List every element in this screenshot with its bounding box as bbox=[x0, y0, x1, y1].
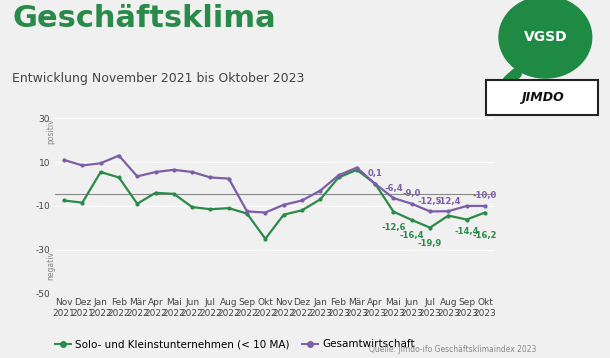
Text: 0,1: 0,1 bbox=[368, 169, 382, 178]
Circle shape bbox=[499, 0, 592, 78]
Text: -16,2: -16,2 bbox=[473, 231, 497, 240]
FancyArrowPatch shape bbox=[508, 73, 517, 81]
Text: positiv: positiv bbox=[46, 118, 55, 144]
Legend: Solo- und Kleinstunternehmen (< 10 MA), Gesamtwirtschaft: Solo- und Kleinstunternehmen (< 10 MA), … bbox=[51, 335, 419, 353]
Text: JIMDO: JIMDO bbox=[522, 91, 564, 105]
Text: -6,4: -6,4 bbox=[384, 184, 403, 193]
FancyBboxPatch shape bbox=[486, 80, 598, 115]
Text: Entwicklung November 2021 bis Oktober 2023: Entwicklung November 2021 bis Oktober 20… bbox=[12, 72, 304, 84]
Text: Geschäftsklima: Geschäftsklima bbox=[12, 4, 276, 33]
Text: Quelle: Jimdo-ifo Geschäftsklimaindex 2023: Quelle: Jimdo-ifo Geschäftsklimaindex 20… bbox=[369, 345, 536, 354]
Text: -14,4: -14,4 bbox=[454, 227, 479, 236]
Text: -12,5: -12,5 bbox=[418, 197, 442, 206]
Text: negativ: negativ bbox=[46, 251, 55, 280]
Text: -12,4: -12,4 bbox=[436, 197, 461, 205]
Text: -16,4: -16,4 bbox=[400, 231, 424, 240]
Text: -10,0: -10,0 bbox=[473, 192, 497, 200]
Text: -12,6: -12,6 bbox=[381, 223, 406, 232]
Text: -19,9: -19,9 bbox=[418, 239, 442, 248]
Text: VGSD: VGSD bbox=[523, 30, 567, 44]
Text: -9,0: -9,0 bbox=[403, 189, 421, 198]
